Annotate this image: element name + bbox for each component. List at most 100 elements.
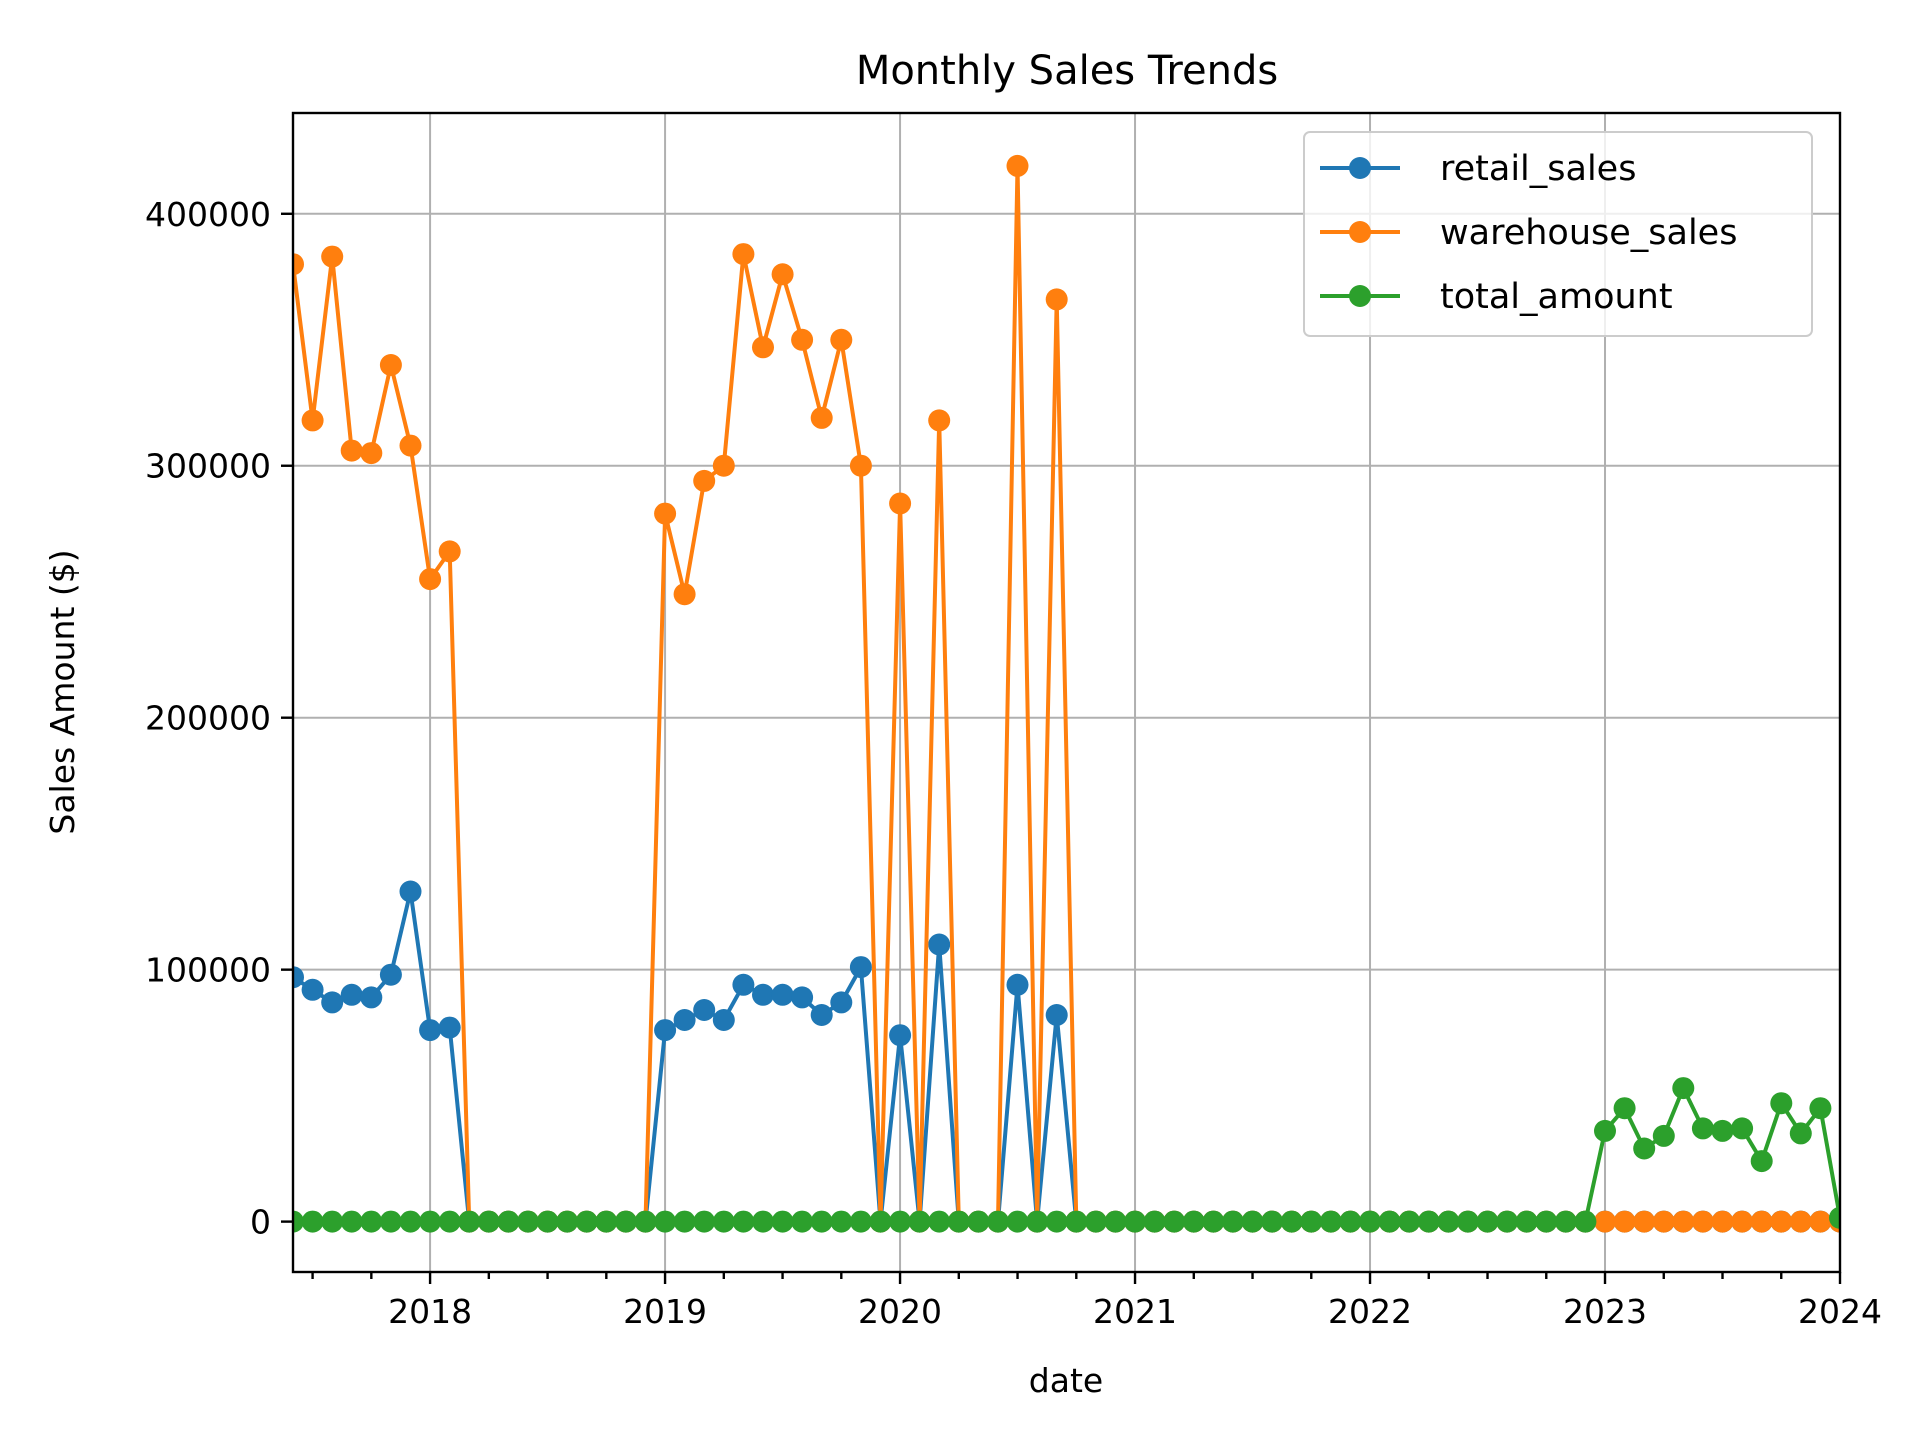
data-point-total_amount <box>1672 1077 1695 1100</box>
data-point-retail_sales <box>791 986 814 1009</box>
data-point-warehouse_sales <box>379 354 402 376</box>
data-point-total_amount <box>1104 1210 1127 1233</box>
data-point-total_amount <box>556 1210 579 1233</box>
data-point-retail_sales <box>654 1019 677 1042</box>
data-point-warehouse_sales <box>849 454 872 477</box>
legend-item-warehouse_sales: warehouse_sales <box>1320 213 1737 253</box>
data-point-total_amount <box>340 1210 363 1233</box>
data-point-retail_sales <box>293 966 304 989</box>
data-point-total_amount <box>595 1210 618 1233</box>
data-point-warehouse_sales <box>1594 1210 1616 1233</box>
data-point-total_amount <box>771 1210 794 1233</box>
data-point-total_amount <box>1809 1097 1832 1120</box>
legend-label: total_amount <box>1440 277 1673 317</box>
data-point-retail_sales <box>438 1016 461 1039</box>
data-point-total_amount <box>634 1210 657 1233</box>
x-tick-label: 2022 <box>1328 1292 1412 1331</box>
data-point-warehouse_sales <box>1613 1210 1636 1233</box>
data-point-total_amount <box>1143 1210 1166 1233</box>
data-point-total_amount <box>693 1210 716 1233</box>
data-point-total_amount <box>1554 1210 1577 1233</box>
x-tick-label: 2021 <box>1093 1292 1177 1331</box>
data-point-total_amount <box>419 1210 442 1233</box>
data-point-total_amount <box>1829 1206 1840 1229</box>
data-point-warehouse_sales <box>1691 1210 1714 1233</box>
data-point-warehouse_sales <box>293 253 304 276</box>
data-point-warehouse_sales <box>1652 1210 1675 1233</box>
data-point-warehouse_sales <box>889 492 912 515</box>
data-point-total_amount <box>791 1210 814 1233</box>
data-point-total_amount <box>1163 1210 1186 1233</box>
data-point-total_amount <box>293 1210 304 1233</box>
data-point-total_amount <box>869 1210 892 1233</box>
data-point-total_amount <box>1182 1210 1205 1233</box>
x-axis-label: date <box>1029 1361 1103 1400</box>
data-point-total_amount <box>575 1210 598 1233</box>
data-point-warehouse_sales <box>1750 1210 1773 1233</box>
data-point-total_amount <box>438 1210 461 1233</box>
data-point-retail_sales <box>889 1024 912 1047</box>
data-point-retail_sales <box>849 956 872 979</box>
data-point-total_amount <box>849 1210 872 1233</box>
x-tick-label: 2023 <box>1563 1292 1647 1331</box>
data-point-total_amount <box>712 1210 735 1233</box>
data-point-total_amount <box>1711 1119 1734 1142</box>
data-point-total_amount <box>889 1210 912 1233</box>
data-point-warehouse_sales <box>1633 1210 1656 1233</box>
data-point-total_amount <box>517 1210 539 1233</box>
data-point-total_amount <box>1770 1092 1793 1115</box>
legend-item-total_amount: total_amount <box>1320 277 1673 317</box>
data-point-total_amount <box>1633 1137 1656 1160</box>
data-point-retail_sales <box>712 1009 735 1031</box>
data-point-total_amount <box>1045 1210 1068 1233</box>
data-point-total_amount <box>928 1210 951 1233</box>
data-point-retail_sales <box>379 963 402 986</box>
data-point-total_amount <box>1280 1210 1303 1233</box>
data-point-total_amount <box>1437 1210 1460 1233</box>
data-point-total_amount <box>752 1210 774 1233</box>
data-point-retail_sales <box>693 999 716 1021</box>
data-point-total_amount <box>379 1210 402 1233</box>
data-point-retail_sales <box>340 983 363 1006</box>
data-point-warehouse_sales <box>1789 1210 1812 1233</box>
y-axis-label: Sales Amount ($) <box>43 549 82 834</box>
data-point-total_amount <box>1124 1210 1146 1233</box>
data-point-total_amount <box>1339 1210 1362 1233</box>
data-point-total_amount <box>732 1210 755 1233</box>
ticks: 2018 2019 2020 2021 2022 2023 2024 0 100000 20000… <box>145 195 1882 1331</box>
data-point-total_amount <box>673 1210 696 1233</box>
data-point-total_amount <box>1319 1210 1342 1233</box>
data-point-warehouse_sales <box>1711 1210 1734 1233</box>
data-point-total_amount <box>1574 1210 1597 1233</box>
data-point-warehouse_sales <box>360 442 383 465</box>
x-tick-label: 2020 <box>858 1292 942 1331</box>
data-point-total_amount <box>1515 1210 1538 1233</box>
y-tick-label: 100000 <box>145 951 271 990</box>
data-point-retail_sales <box>732 973 755 996</box>
data-point-total_amount <box>1652 1124 1675 1147</box>
data-point-total_amount <box>614 1210 637 1233</box>
data-point-total_amount <box>497 1210 520 1233</box>
y-tick-label: 300000 <box>145 447 271 486</box>
legend-marker <box>1349 157 1371 179</box>
data-point-warehouse_sales <box>1006 154 1029 177</box>
data-point-retail_sales <box>1045 1004 1068 1026</box>
data-point-total_amount <box>1261 1210 1284 1233</box>
data-point-total_amount <box>360 1210 383 1233</box>
data-point-warehouse_sales <box>830 328 853 351</box>
legend-label: retail_sales <box>1440 149 1636 189</box>
data-point-total_amount <box>1084 1210 1107 1233</box>
data-point-warehouse_sales <box>928 409 951 432</box>
data-point-retail_sales <box>321 991 344 1014</box>
data-point-warehouse_sales <box>712 454 735 477</box>
data-point-total_amount <box>1789 1122 1812 1145</box>
data-point-total_amount <box>810 1210 833 1233</box>
data-point-retail_sales <box>360 986 383 1009</box>
legend-box <box>1303 131 1813 337</box>
data-point-total_amount <box>1456 1210 1479 1233</box>
data-point-warehouse_sales <box>1045 288 1068 311</box>
data-point-total_amount <box>1417 1210 1440 1233</box>
data-point-total_amount <box>830 1210 853 1233</box>
data-point-total_amount <box>477 1210 500 1233</box>
